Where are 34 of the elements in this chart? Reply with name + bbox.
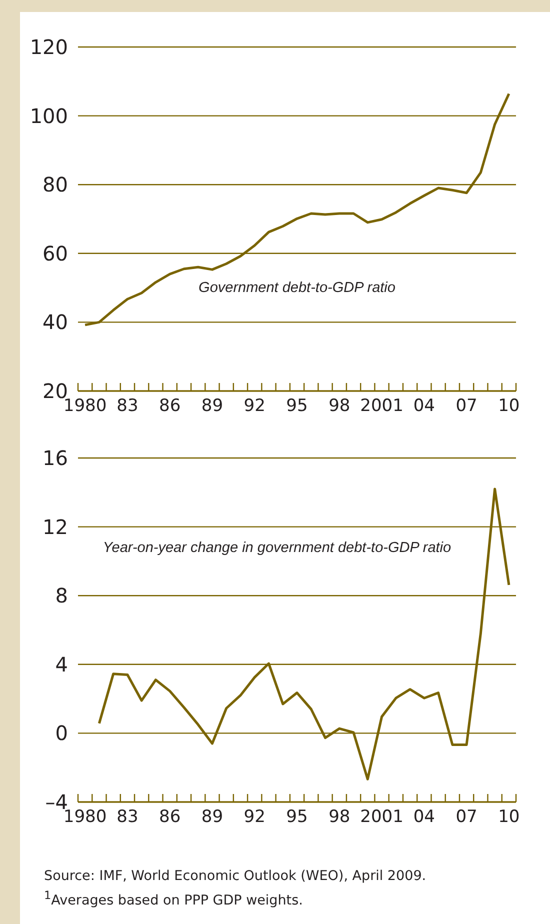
x-tick-label: 2001	[360, 807, 404, 827]
x-tick-label: 07	[456, 396, 478, 416]
x-tick-label: 07	[456, 807, 478, 827]
x-tick-label: 83	[116, 396, 138, 416]
x-tick-label: 86	[159, 396, 181, 416]
x-tick-label: 83	[116, 807, 138, 827]
x-tick-label: 04	[413, 807, 435, 827]
y-tick-label: 60	[42, 241, 68, 266]
y-tick-label: 0	[55, 721, 68, 746]
x-tick-label: 86	[159, 807, 181, 827]
x-tick-label: 95	[286, 396, 308, 416]
y-tick-label: 100	[30, 104, 68, 128]
y-tick-label: 120	[30, 35, 68, 59]
x-tick-label: 89	[201, 396, 224, 416]
x-tick-label: 98	[328, 807, 350, 827]
x-tick-label: 2001	[360, 396, 404, 416]
text: Year-on-year change in government debt-to-GDP ratio	[102, 540, 452, 556]
text: $^{1}$Averages based on PPP GDP weights.	[44, 888, 304, 910]
x-tick-label: 92	[244, 396, 266, 416]
y-tick-label: 4	[55, 652, 68, 676]
y-tick-label: 80	[42, 172, 68, 197]
x-tick-label: 04	[413, 396, 435, 416]
x-tick-label: 92	[244, 807, 266, 827]
y-tick-label: 16	[42, 446, 68, 470]
x-tick-label: 10	[498, 807, 520, 827]
x-tick-label: 89	[201, 807, 224, 827]
y-tick-label: 8	[55, 584, 68, 608]
y-tick-label: 12	[42, 514, 68, 539]
x-tick-label: 95	[286, 807, 308, 827]
x-tick-label: 98	[328, 396, 350, 416]
text: Government debt-to-GDP ratio	[198, 280, 396, 296]
source-note: Source: IMF, World Economic Outlook (WEO), April 2009.	[44, 867, 426, 886]
y-tick-label: 40	[42, 310, 68, 334]
x-tick-label: 10	[498, 396, 520, 416]
